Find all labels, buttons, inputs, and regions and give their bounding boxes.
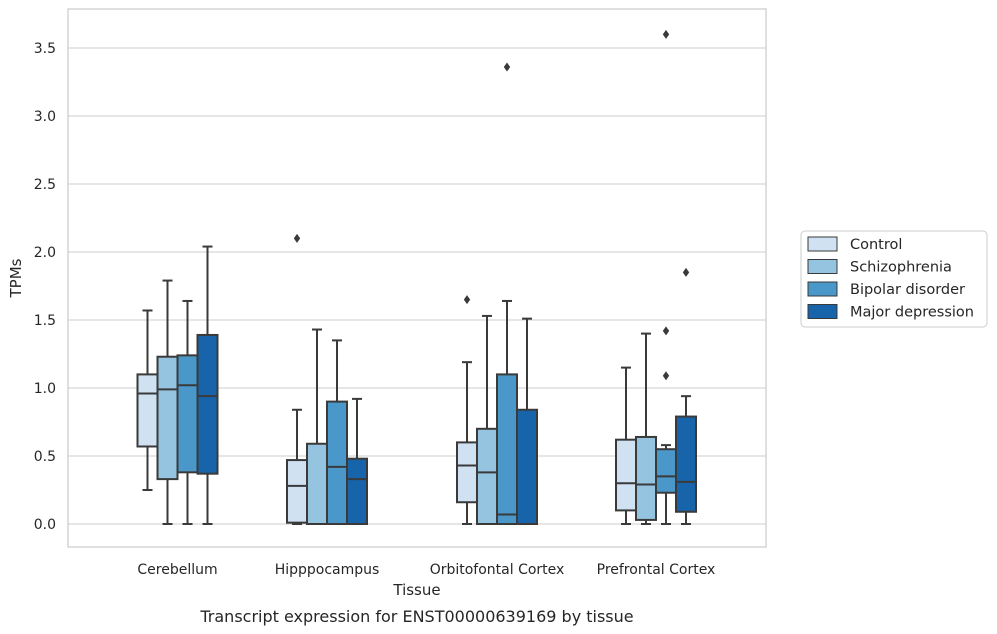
y-tick-label: 2.5 [34, 177, 56, 193]
x-tick-label: Cerebellum [137, 562, 217, 578]
box-iqr [286, 459, 308, 524]
box-iqr [635, 435, 657, 521]
y-axis-label: TPMs [7, 258, 25, 298]
box-iqr [476, 427, 498, 525]
box [286, 233, 308, 525]
legend-swatch [807, 281, 838, 297]
box-iqr [306, 442, 328, 526]
box-series [136, 29, 697, 526]
outlier-point [463, 295, 471, 305]
series-bipolar-disorder [176, 29, 677, 526]
box-iqr [496, 373, 518, 525]
box-iqr [156, 355, 179, 481]
box [326, 339, 348, 526]
box-iqr [655, 448, 677, 494]
x-tick-labels: Cerebellum Hipppocampus Orbitofontal Corte… [137, 562, 715, 578]
outlier-point [662, 326, 670, 336]
box-iqr [136, 373, 159, 448]
box-iqr [326, 400, 348, 526]
chart-caption: Transcript expression for ENST0000063916… [199, 607, 633, 626]
y-tick-label: 3.0 [34, 109, 56, 125]
y-tick-label: 1.0 [34, 381, 56, 397]
box-iqr [176, 354, 199, 474]
y-tick-labels: 0.0 0.5 1.0 1.5 2.0 2.5 3.0 3.5 [34, 41, 56, 533]
series-control [136, 233, 637, 525]
box [496, 62, 518, 525]
x-tick-label: Hipppocampus [275, 562, 380, 578]
box-iqr [346, 457, 368, 525]
box-iqr [516, 408, 538, 526]
box [456, 295, 478, 525]
legend-label: Major depression [850, 305, 974, 321]
box-iqr [615, 438, 637, 512]
legend-frame [800, 230, 988, 328]
box [476, 314, 498, 525]
y-tick-label: 0.5 [34, 449, 56, 465]
box [675, 267, 697, 525]
outlier-point [662, 371, 670, 381]
x-tick-label: Prefrontal Cortex [597, 562, 716, 578]
box [176, 299, 199, 525]
y-tick-label: 3.5 [34, 41, 56, 57]
outlier-point [293, 233, 301, 243]
x-tick-label: Orbitofontal Cortex [430, 562, 565, 578]
plot-frame [67, 8, 767, 548]
box [196, 245, 219, 525]
legend-label: Control [850, 237, 902, 253]
legend-label: Bipolar disorder [850, 282, 965, 298]
y-tick-label: 2.0 [34, 245, 56, 261]
legend-swatch [807, 236, 838, 252]
box-iqr [196, 333, 219, 475]
legend: Control Schizophrenia Bipolar disorder Majo… [800, 230, 988, 328]
outlier-point [503, 62, 511, 72]
box [136, 309, 159, 491]
box [346, 397, 368, 525]
box-iqr [456, 441, 478, 504]
legend-swatch [807, 259, 838, 274]
box [516, 317, 538, 526]
x-axis-label: Tissue [392, 581, 440, 599]
box-iqr [675, 415, 697, 513]
y-tick-label: 0.0 [34, 517, 56, 533]
legend-swatch [807, 304, 838, 319]
outlier-point [682, 267, 690, 277]
outlier-point [662, 29, 670, 39]
series-major-depression [196, 245, 697, 526]
legend-label: Schizophrenia [850, 260, 952, 276]
box [156, 279, 179, 525]
box [615, 366, 637, 525]
y-tick-label: 1.5 [34, 313, 56, 329]
